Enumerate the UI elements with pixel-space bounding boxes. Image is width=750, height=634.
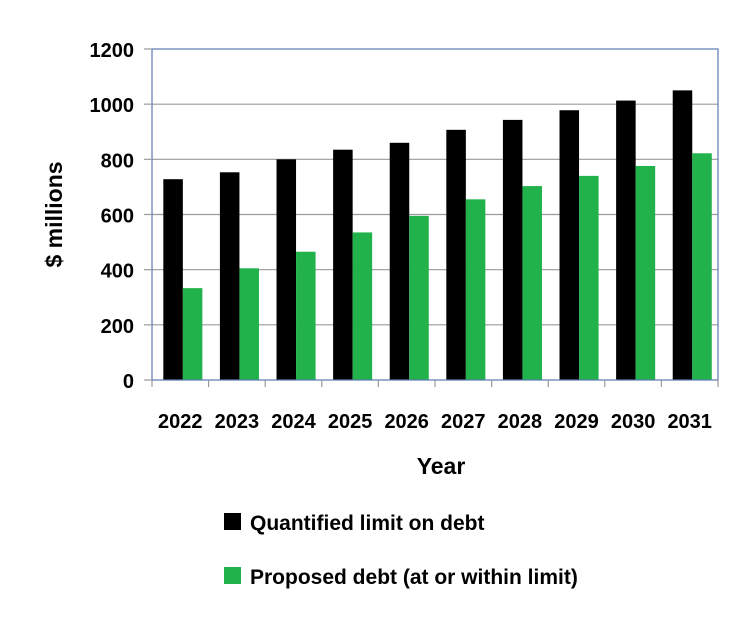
x-tick-label: 2026 [384,411,429,433]
legend: Quantified limit on debt Proposed debt (a… [224,512,578,589]
legend-swatch [224,513,241,530]
y-tick-label: 0 [123,371,134,393]
x-tick-label: 2024 [271,411,316,433]
bar-limit-2022 [163,179,183,380]
bar-limit-2028 [502,119,523,381]
bar-proposed-2029 [579,175,599,380]
x-axis-ticks: 2022 2023 2024 2025 2026 2027 2028 2029 2030 2031 [151,380,719,433]
bar-proposed-2024 [296,251,316,380]
bar-limit-2025 [333,149,353,380]
x-tick-label: 2028 [498,411,543,433]
x-axis-title: Year [417,453,466,479]
bar-limit-2030 [616,100,636,380]
x-tick-label: 2027 [441,411,486,433]
bar-proposed-2031 [692,153,712,380]
legend-label: Proposed debt (at or within limit) [250,566,578,589]
legend-swatch [224,567,241,584]
y-tick-label: 600 [101,206,134,228]
y-tick-label: 1000 [90,95,135,117]
x-tick-label: 2025 [328,411,373,433]
y-tick-label: 400 [101,261,134,283]
bar-limit-2026 [389,142,410,380]
bars [163,90,712,381]
y-axis-ticks: 0 200 400 600 800 1000 1200 [90,40,152,393]
bar-limit-2023 [219,172,240,380]
y-axis-title: $ millions [41,161,67,267]
bar-proposed-2028 [522,186,542,380]
bar-proposed-2022 [182,288,203,380]
bar-proposed-2023 [239,268,259,380]
bar-limit-2024 [276,159,297,380]
bar-proposed-2027 [465,199,486,380]
bar-limit-2029 [559,110,580,381]
y-tick-label: 800 [101,150,134,172]
x-tick-label: 2029 [554,411,599,433]
bar-limit-2027 [446,129,466,380]
bar-proposed-2025 [352,232,373,380]
bar-proposed-2030 [635,165,656,380]
x-tick-label: 2030 [611,411,656,433]
y-tick-label: 200 [101,316,134,338]
bar-proposed-2026 [409,215,429,380]
y-tick-label: 1200 [90,40,135,62]
x-tick-label: 2031 [667,411,712,433]
legend-label: Quantified limit on debt [250,512,485,535]
x-tick-label: 2022 [158,411,203,433]
x-tick-label: 2023 [215,411,260,433]
bar-limit-2031 [672,90,693,380]
